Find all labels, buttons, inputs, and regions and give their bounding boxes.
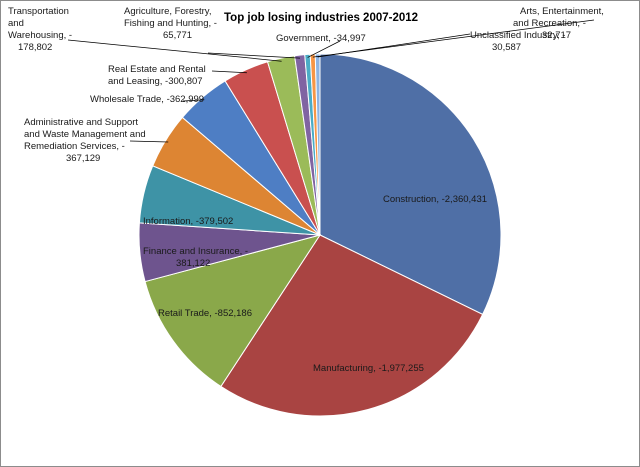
- label-transportation: Transportation and Warehousing, - 178,80…: [8, 6, 75, 53]
- chart-title: Top job losing industries 2007-2012: [224, 12, 418, 24]
- pie-slice-unclassified-industry: [314, 53, 321, 236]
- label-retail-trade: Retail Trade, -852,186: [158, 308, 252, 319]
- label-transportation-line2: and: [8, 18, 24, 29]
- label-finance-insurance: Finance and Insurance, - 381,122: [143, 246, 251, 269]
- pie-slice-manufacturing: [220, 234, 484, 417]
- label-unclassified-line2: 30,587: [492, 42, 521, 53]
- leader-line-wholesale-trade: [182, 99, 205, 102]
- label-arts: Arts, Entertainment, and Recreation, - 3…: [513, 6, 607, 41]
- label-manufacturing: Manufacturing, -1,977,255: [313, 363, 424, 374]
- label-agriculture-line3: 65,771: [163, 30, 192, 41]
- label-arts-line1: Arts, Entertainment,: [520, 6, 604, 17]
- leader-line-unclassified-industry: [317, 33, 471, 58]
- leader-line-real-estate-and-rental-and-leasing: [211, 70, 247, 74]
- leader-line-agriculture-forestry-fishing-and-hunting: [207, 52, 301, 59]
- pie-slice-retail-trade: [144, 234, 322, 388]
- label-real-estate: Real Estate and Rental and Leasing, -300…: [108, 64, 208, 87]
- label-unclassified: Unclassified Industry, - 30,587: [470, 30, 568, 53]
- label-agriculture-line1: Agriculture, Forestry,: [124, 6, 211, 17]
- label-transportation-line1: Transportation: [8, 6, 69, 17]
- label-administrative-line2: and Waste Management and: [24, 129, 146, 140]
- label-information: Information, -379,502: [143, 216, 233, 227]
- label-agriculture: Agriculture, Forestry, Fishing and Hunti…: [124, 6, 220, 41]
- label-wholesale-trade: Wholesale Trade, -362,999: [90, 94, 204, 105]
- label-finance-insurance-line2: 381,122: [176, 258, 210, 269]
- pie-slice-construction: [319, 53, 502, 316]
- label-administrative-line4: 367,129: [66, 153, 100, 164]
- label-arts-line2: and Recreation, -: [513, 18, 586, 29]
- label-administrative: Administrative and Support and Waste Man…: [24, 117, 148, 164]
- label-transportation-line3: Warehousing, -: [8, 30, 72, 41]
- label-unclassified-line1: Unclassified Industry, -: [470, 30, 565, 41]
- label-real-estate-line1: Real Estate and Rental: [108, 64, 206, 75]
- label-finance-insurance-line1: Finance and Insurance, -: [143, 246, 248, 257]
- leader-line-administrative-and-support-and-waste-management-and-remediation-services: [129, 140, 169, 143]
- label-arts-line3: 32,717: [542, 30, 571, 41]
- label-agriculture-line2: Fishing and Hunting, -: [124, 18, 217, 29]
- label-administrative-line1: Administrative and Support: [24, 117, 138, 128]
- label-government: Government, -34,997: [276, 33, 366, 44]
- label-construction: Construction, -2,360,431: [383, 194, 487, 205]
- label-transportation-line4: 178,802: [18, 42, 52, 53]
- label-real-estate-line2: and Leasing, -300,807: [108, 76, 203, 87]
- label-administrative-line3: Remediation Services, -: [24, 141, 125, 152]
- leader-line-transportation-and-warehousing: [67, 39, 282, 62]
- leader-line-government: [307, 40, 341, 58]
